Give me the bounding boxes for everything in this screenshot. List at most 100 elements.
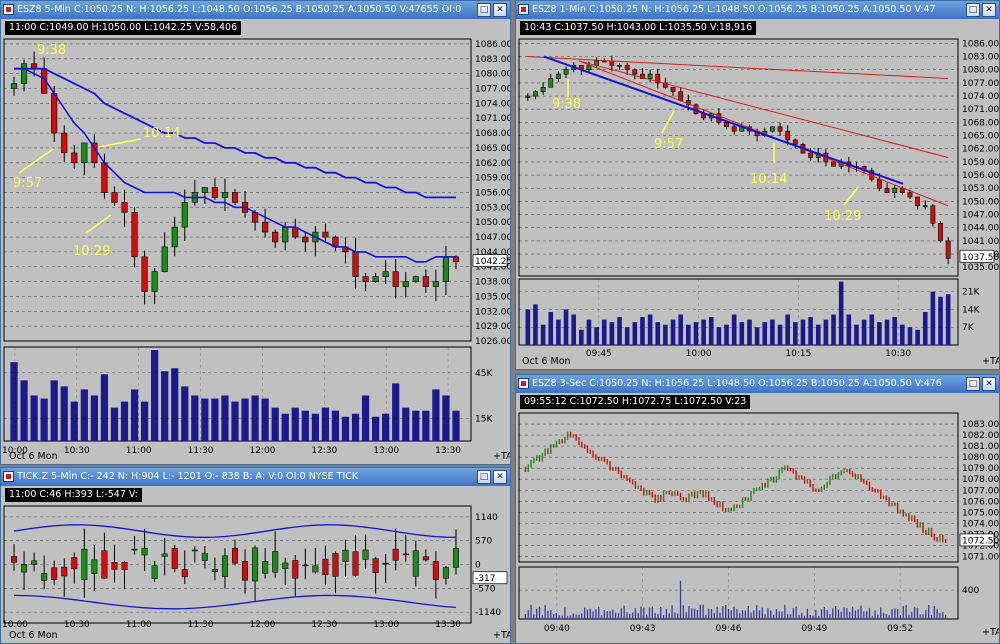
candle: [21, 564, 28, 573]
title-bar[interactable]: ESZ8 3-Sec C:1050.25 N: H:1056.25 L:1048…: [516, 375, 999, 393]
title-bar[interactable]: ESZ8 5-Min C:1050.25 N: H:1056.25 L:1048…: [1, 1, 510, 19]
volume-bar: [655, 322, 661, 345]
chart-window-tick[interactable]: TICK.Z 5-Min C:- 242 N: H:904 L:- 1201 O…: [0, 467, 511, 644]
volume-bar: [579, 329, 584, 345]
maximize-button[interactable]: □: [966, 3, 980, 17]
candle: [624, 65, 630, 71]
title-bar[interactable]: ESZ8 1-Min C:1050.25 N: H:1056.25 L:1048…: [516, 1, 999, 19]
y-tick-label: 1053.00: [962, 184, 999, 194]
candle: [201, 552, 208, 561]
title-bar[interactable]: TICK.Z 5-Min C:- 242 N: H:904 L:- 1201 O…: [1, 468, 510, 486]
y-tick-label: 1050.00: [962, 197, 999, 207]
candle: [171, 548, 178, 569]
candle: [352, 251, 359, 277]
volume-bar: [907, 327, 913, 345]
chart-window-5min[interactable]: ESZ8 5-Min C:1050.25 N: H:1056.25 L:1048…: [0, 0, 511, 465]
candle: [121, 561, 128, 571]
last-price-label: 1072.50: [962, 536, 999, 546]
candle: [548, 78, 554, 88]
volume-bar: [241, 398, 249, 441]
volume-bar: [151, 350, 159, 441]
close-button[interactable]: ✕: [982, 3, 996, 17]
candle: [282, 226, 289, 243]
x-tick-label: 13:30: [435, 446, 461, 456]
price-chart[interactable]: 1035.001038.001041.001044.001047.001050.…: [516, 1, 1000, 370]
candle: [452, 548, 459, 568]
candle: [211, 569, 218, 572]
volume-bar: [586, 609, 589, 619]
y-tick-label: -1140: [475, 608, 501, 618]
volume-bar: [211, 398, 219, 441]
volume-bar: [524, 613, 527, 619]
candle: [382, 562, 389, 565]
price-chart[interactable]: 1026.00 1029.00 1032.00 1035.00 1038.00 1041.…: [1, 1, 511, 465]
volume-bar: [809, 614, 811, 619]
volume-bar: [578, 614, 580, 619]
volume-bar: [648, 607, 651, 619]
volume-bar: [834, 605, 837, 619]
ta-button[interactable]: +TA: [493, 630, 511, 641]
volume-bar: [860, 605, 862, 619]
ta-button[interactable]: +TA: [982, 627, 1000, 638]
volume-bar: [846, 608, 848, 619]
volume-bar: [670, 319, 676, 345]
volume-bar: [882, 613, 885, 619]
volume-bar: [764, 614, 766, 619]
volume-bar: [572, 613, 574, 619]
y-tick-label: 1059.00: [475, 174, 511, 184]
annotation-arrow: [843, 186, 859, 206]
volume-bar: [930, 615, 933, 619]
x-tick-label: 10:15: [785, 349, 811, 359]
chart-window-3sec[interactable]: ESZ8 3-Sec C:1050.25 N: H:1056.25 L:1048…: [515, 374, 1000, 644]
volume-bar: [50, 380, 58, 441]
volume-bar: [647, 314, 653, 345]
volume-bar: [536, 608, 538, 619]
volume-tick-label: 45K: [475, 369, 493, 379]
y-tick-label: 1071.00: [962, 552, 999, 562]
close-button[interactable]: ✕: [493, 3, 507, 17]
candle: [302, 236, 309, 243]
chart-window-1min[interactable]: ESZ8 1-Min C:1050.25 N: H:1056.25 L:1048…: [515, 0, 1000, 370]
annotation-label: 10:14: [750, 172, 787, 187]
volume-tick-label: 7K: [962, 323, 975, 333]
plot-area: [518, 38, 959, 277]
candle: [555, 73, 561, 79]
volume-bar: [558, 615, 560, 619]
volume-bar: [634, 608, 637, 619]
window-icon: [3, 4, 14, 15]
annotation-label: 10:29: [824, 209, 861, 224]
y-tick-label: 1077.00: [962, 486, 999, 496]
volume-bar: [851, 606, 854, 619]
maximize-button[interactable]: □: [477, 470, 491, 484]
candle: [442, 256, 449, 282]
maximize-button[interactable]: □: [966, 377, 980, 391]
annotation-label: 10:29: [73, 244, 110, 259]
close-button[interactable]: ✕: [493, 470, 507, 484]
candle: [769, 126, 775, 132]
volume-bar: [422, 410, 430, 441]
volume-bar: [60, 386, 68, 441]
ta-button[interactable]: +TA: [493, 451, 511, 462]
candle: [432, 281, 439, 287]
y-tick-label: 1029.00: [475, 322, 511, 332]
maximize-button[interactable]: □: [477, 3, 491, 17]
y-tick-label: 1056.00: [962, 171, 999, 181]
y-tick-label: 1140: [475, 513, 498, 523]
ta-button[interactable]: +TA: [982, 356, 1000, 367]
candle: [21, 63, 28, 84]
candle: [372, 558, 379, 574]
candle: [372, 276, 379, 282]
volume-bar: [181, 386, 189, 441]
candle: [362, 549, 369, 560]
price-chart[interactable]: 1071.001072.001073.001074.001075.001076.…: [516, 375, 1000, 644]
volume-bar: [603, 610, 606, 619]
tick-chart[interactable]: 1140 570 0 -570 -1140 -317 10:00 10:30 11:00 11:3…: [1, 468, 511, 644]
y-tick-label: 1074.00: [475, 99, 511, 109]
volume-bar: [110, 407, 119, 441]
x-tick-label: 10:00: [2, 620, 28, 630]
volume-bar: [392, 383, 400, 441]
volume-bar: [911, 611, 913, 619]
close-button[interactable]: ✕: [982, 377, 996, 391]
volume-bar: [540, 324, 546, 345]
volume-bar: [792, 608, 794, 619]
